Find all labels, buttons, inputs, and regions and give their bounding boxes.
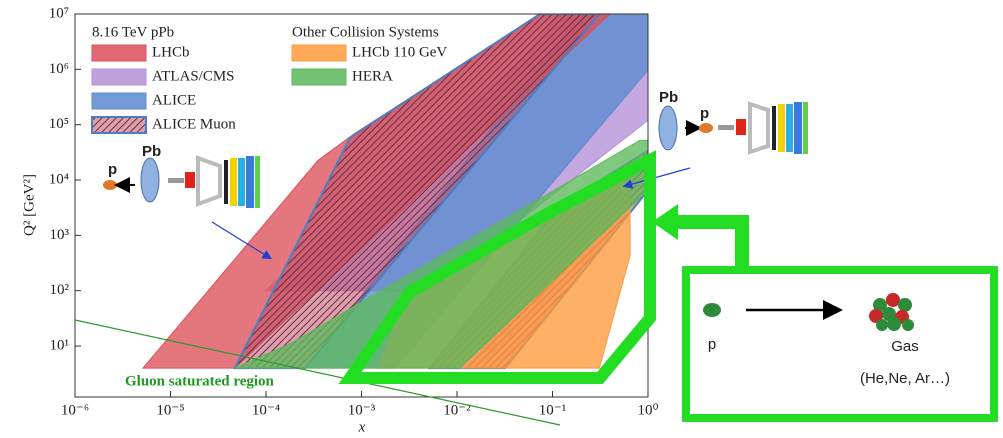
legend-swatch (92, 45, 146, 61)
x-tick-label: 10⁻⁵ (156, 402, 184, 418)
legend-title: Other Collision Systems (292, 24, 439, 40)
x-tick-label: 10⁻¹ (539, 402, 566, 418)
legend-label: ALICE Muon (152, 116, 236, 132)
icon-label: p (108, 161, 117, 178)
detector-icon-right: p Pb (659, 89, 808, 154)
legend-label: LHCb (152, 44, 190, 60)
y-tick-label: 10¹ (50, 337, 70, 353)
icon-label: Pb (659, 89, 678, 106)
projectile-label: p (708, 336, 716, 353)
legend-swatch (92, 117, 146, 133)
legend-label: ATLAS/CMS (152, 68, 235, 84)
y-axis-label: Q² [GeV²] (21, 174, 37, 236)
y-tick-label: 10⁶ (49, 61, 69, 77)
y-tick-label: 10⁵ (49, 116, 69, 132)
x-tick-label: 10⁻³ (348, 402, 376, 418)
page: 10⁻⁶10⁻⁵10⁻⁴10⁻³10⁻²10⁻¹10⁰10¹10²10³10⁴1… (0, 0, 1003, 438)
y-tick-label: 10⁷ (49, 5, 69, 21)
legend-swatch (92, 93, 146, 109)
icon-label: Pb (142, 143, 161, 160)
legend-title: 8.16 TeV pPb (92, 24, 174, 40)
target-label: Gas (891, 338, 919, 355)
y-tick-label: 10³ (50, 227, 70, 243)
gases-label: (He,Ne, Ar…) (860, 370, 950, 387)
x-tick-label: 10⁻⁴ (252, 402, 280, 418)
x-tick-label: 10⁰ (637, 402, 658, 418)
y-tick-label: 10⁴ (49, 171, 69, 187)
x-tick-label: 10⁻⁶ (61, 402, 89, 418)
proton-icon (703, 303, 721, 317)
legend-label: HERA (352, 68, 393, 84)
icon-label: p (700, 105, 709, 122)
legend-label: LHCb 110 GeV (352, 44, 447, 60)
legend-label: ALICE (152, 92, 196, 108)
x-axis-label: x (358, 419, 366, 435)
chart: 10⁻⁶10⁻⁵10⁻⁴10⁻³10⁻²10⁻¹10⁰10¹10²10³10⁴1… (0, 0, 1003, 438)
legend-swatch (292, 69, 346, 85)
detector-icon-left: p Pb (103, 143, 260, 208)
saturation-label: Gluon saturated region (125, 373, 275, 389)
y-tick-label: 10² (50, 282, 70, 298)
fixed-target-box (686, 270, 994, 418)
highlight-arrow (672, 222, 742, 268)
legend-swatch (92, 69, 146, 85)
legend-swatch (292, 45, 346, 61)
